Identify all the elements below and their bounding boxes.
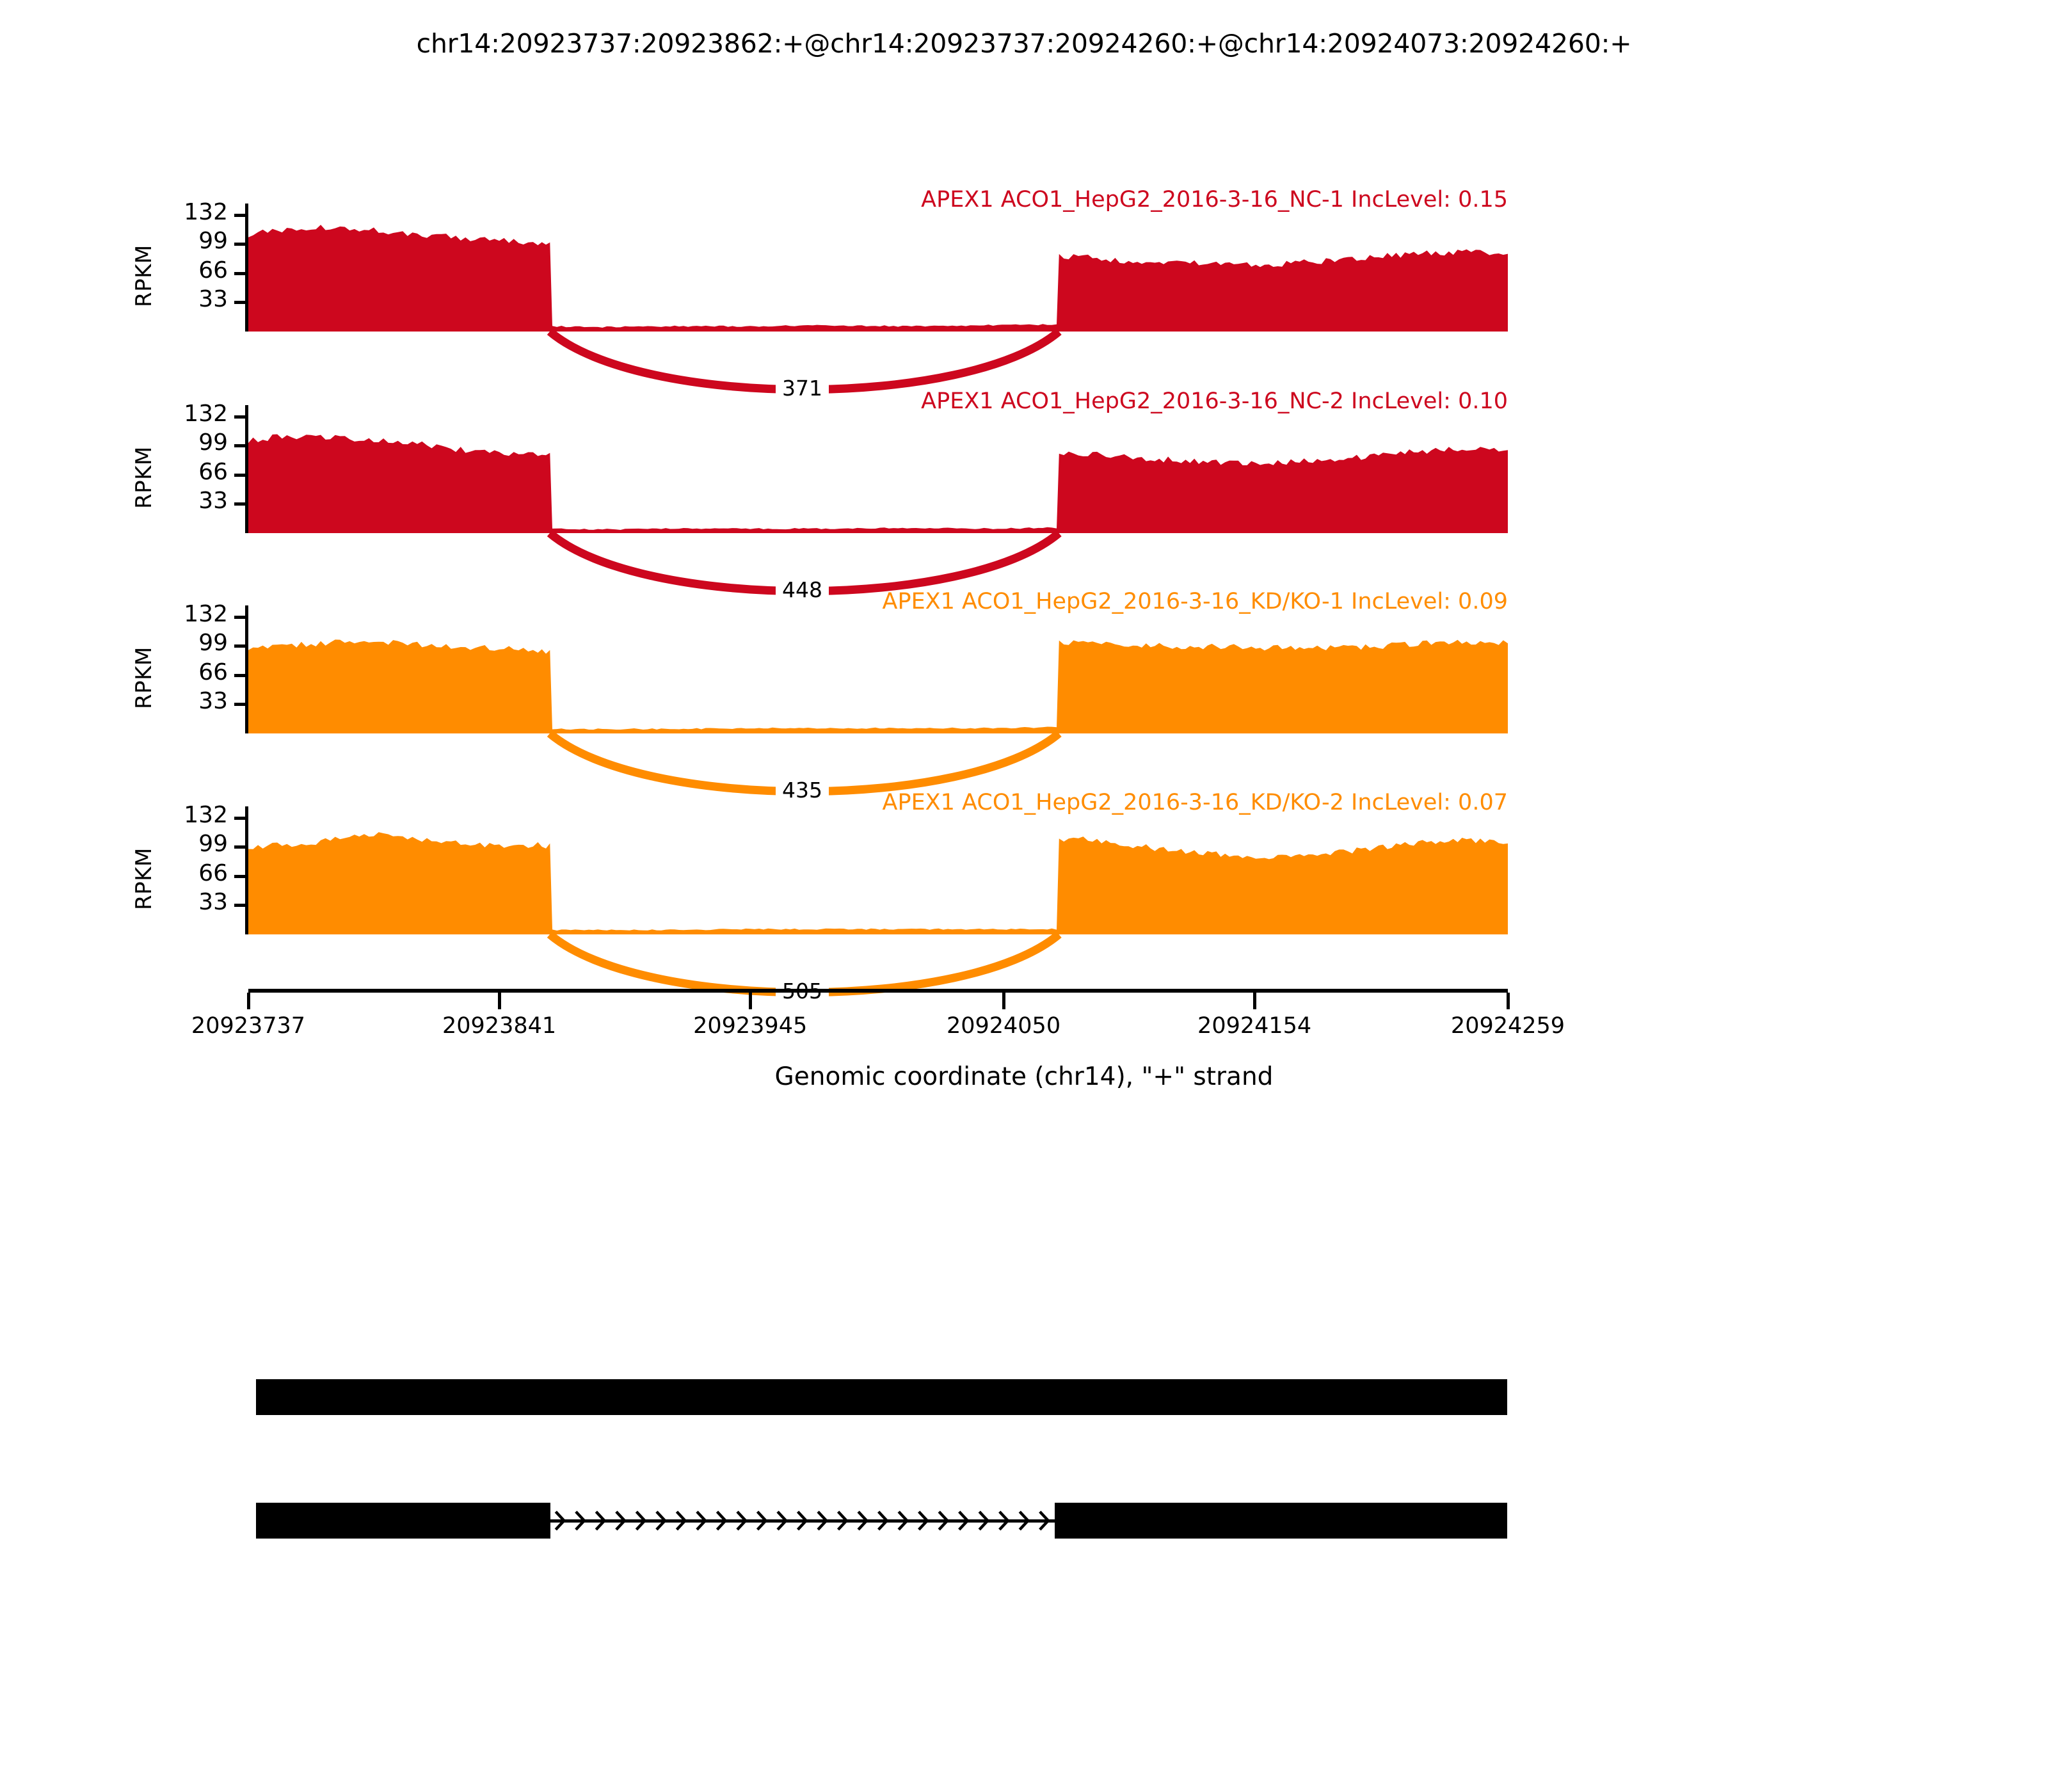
y-tick-label: 99: [198, 831, 228, 858]
y-axis-line-kd-1: [245, 605, 248, 733]
coverage-area-nc-2: [248, 434, 1508, 533]
x-tick-label: 20923841: [442, 1013, 557, 1039]
y-axis-line-nc-2: [245, 405, 248, 533]
track-title-nc-2: APEX1 ACO1_HepG2_2016-3-16_NC-2 IncLevel…: [921, 388, 1508, 414]
y-tick-mark: [234, 301, 246, 305]
x-tick-mark: [1253, 993, 1257, 1009]
y-tick-label: 66: [198, 860, 228, 886]
track-title-kd-1: APEX1 ACO1_HepG2_2016-3-16_KD/KO-1 IncLe…: [882, 589, 1508, 614]
y-tick-mark: [234, 415, 246, 419]
y-tick-mark: [234, 502, 246, 506]
x-tick-label: 20923737: [191, 1013, 306, 1039]
y-tick-mark: [234, 816, 246, 820]
y-tick-mark: [234, 213, 246, 217]
track-title-nc-1: APEX1 ACO1_HepG2_2016-3-16_NC-1 IncLevel…: [921, 187, 1508, 212]
coverage-area-kd-2: [248, 832, 1508, 934]
y-tick-label: 132: [184, 400, 228, 427]
x-tick-mark: [498, 993, 502, 1009]
y-tick-label: 66: [198, 458, 228, 485]
y-tick-mark: [234, 615, 246, 619]
y-tick-mark: [234, 473, 246, 477]
y-tick-mark: [234, 904, 246, 908]
x-axis: 20923737 20923841 20923945 20924050 20924154…: [0, 989, 2048, 1110]
x-tick-mark: [247, 993, 250, 1009]
coverage-area-kd-1: [248, 639, 1508, 733]
track-title-kd-2: APEX1 ACO1_HepG2_2016-3-16_KD/KO-2 IncLe…: [882, 790, 1508, 815]
x-tick-mark: [749, 993, 753, 1009]
y-tick-label: 33: [198, 889, 228, 916]
y-tick-label: 132: [184, 198, 228, 225]
junction-read-count-kd-1: 435: [776, 778, 829, 803]
x-tick-label: 20923945: [693, 1013, 808, 1039]
y-tick-mark: [234, 271, 246, 275]
y-tick-mark: [234, 673, 246, 677]
x-axis-line: [248, 989, 1508, 993]
x-tick-mark: [1002, 993, 1006, 1009]
y-tick-label: 132: [184, 801, 228, 828]
exon-block: [1055, 1503, 1507, 1539]
y-tick-label: 33: [198, 688, 228, 715]
y-tick-label: 66: [198, 257, 228, 284]
gene-model-isoform-skipping: [0, 1503, 2048, 1548]
y-tick-mark: [234, 845, 246, 849]
page-title: chr14:20923737:20923862:+@chr14:20923737…: [416, 28, 1632, 59]
y-tick-label: 66: [198, 659, 228, 685]
y-axis-line-nc-1: [245, 204, 248, 332]
y-tick-mark: [234, 874, 246, 878]
x-tick-label: 20924050: [946, 1013, 1061, 1039]
y-tick-label: 99: [198, 228, 228, 255]
x-axis-label: Genomic coordinate (chr14), "+" strand: [774, 1062, 1274, 1091]
y-tick-mark: [234, 243, 246, 246]
exon-block: [256, 1379, 1507, 1415]
x-tick-label: 20924259: [1450, 1013, 1565, 1039]
y-tick-mark: [234, 703, 246, 707]
strand-direction-arrows-icon: [554, 1510, 1050, 1531]
junction-read-count-nc-1: 371: [776, 376, 829, 401]
coverage-area-nc-1: [248, 225, 1508, 332]
y-tick-label: 99: [198, 630, 228, 657]
y-tick-label: 99: [198, 429, 228, 456]
y-tick-mark: [234, 444, 246, 448]
exon-block: [256, 1503, 550, 1539]
junction-read-count-nc-2: 448: [776, 577, 829, 602]
x-tick-mark: [1507, 993, 1510, 1009]
y-tick-label: 33: [198, 488, 228, 515]
gene-model-isoform-inclusion: [0, 1379, 2048, 1424]
y-tick-label: 33: [198, 286, 228, 313]
intron-line: [550, 1519, 1055, 1523]
y-axis-line-kd-2: [245, 806, 248, 934]
x-tick-label: 20924154: [1197, 1013, 1312, 1039]
y-tick-mark: [234, 644, 246, 648]
y-tick-label: 132: [184, 600, 228, 627]
